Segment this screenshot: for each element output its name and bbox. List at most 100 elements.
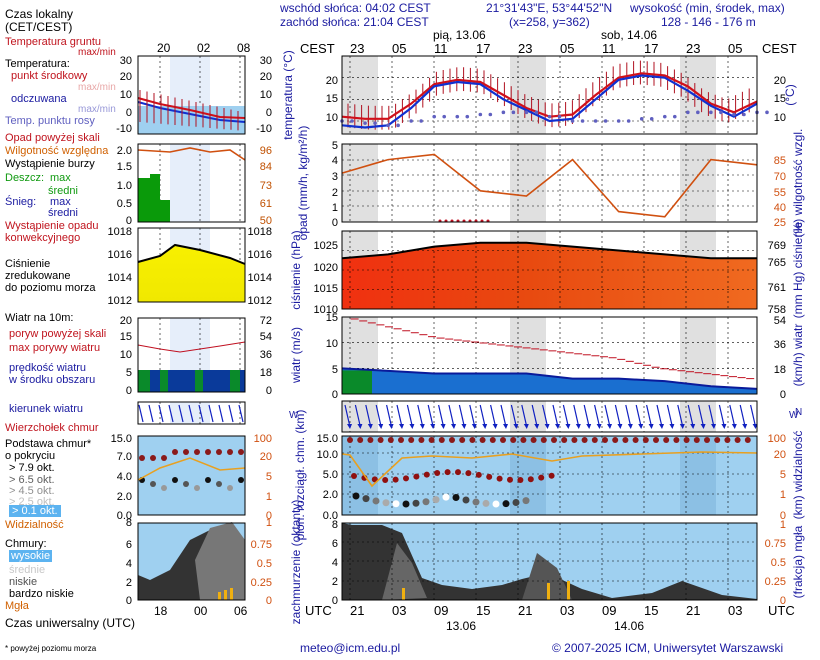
cloud-low-dot: [392, 500, 400, 508]
cloud-night-0: [342, 436, 378, 515]
wind-kmh-axis-title: (km/h) wiatr: [791, 324, 805, 387]
mini-cloud-low-dot: [183, 481, 189, 487]
vis-axis-title: (km) widzialność: [791, 431, 805, 520]
sunset-text: zachód słońca: 21:04 CEST: [280, 15, 429, 29]
cloud-top-dot: [387, 437, 394, 443]
dew-point-dot: [432, 114, 437, 119]
wind-right-tick: 18: [774, 364, 786, 376]
mini-humid-tick: 96: [260, 145, 272, 157]
night-band-precip-0: [342, 144, 378, 222]
storm-label: Wystąpienie burzy: [5, 158, 95, 170]
cloud-top-dot: [744, 437, 751, 443]
wind-arrow: [698, 404, 705, 428]
wind-arrow: [708, 404, 715, 428]
wind-arrow: [656, 404, 663, 428]
rain-mid-label: średni: [48, 185, 78, 197]
press-right-tick: 758: [768, 304, 786, 316]
wind-arrow-head: [399, 424, 404, 429]
cloud-right-tick: 5: [780, 469, 786, 481]
mini-cloud-top-dot: [172, 449, 178, 455]
wind-arrow: [562, 404, 569, 428]
cet-label: (CET/CEST): [5, 20, 73, 34]
wind-green-block: [342, 370, 372, 394]
cloud-low-dot: [462, 496, 470, 504]
mini-cloud-low-dot: [227, 485, 233, 491]
mini-cover-r-tick: 1: [266, 517, 272, 529]
cloud-top-dot: [530, 437, 537, 443]
dew-point-dot: [350, 119, 354, 123]
wind-arrow-head: [565, 424, 571, 429]
mini-press-tick: 1014: [108, 272, 132, 284]
mini-wind-tick: 10: [120, 349, 132, 361]
wind-arrow: [750, 404, 757, 428]
mini-border-wind: [137, 317, 246, 393]
dew-point-dot: [465, 114, 470, 119]
humidity-label: Wilgotność względna: [5, 145, 109, 157]
mini-fog-bar-1: [224, 590, 227, 600]
cover-right-tick: 0: [780, 595, 786, 607]
contact-email[interactable]: meteo@icm.edu.pl: [300, 641, 401, 655]
wind-arrow: [375, 404, 382, 428]
cloud-top-dot: [367, 437, 374, 443]
dew-point-dot: [626, 119, 631, 123]
wind-arrow-head: [378, 424, 384, 429]
panel-border-wind: [341, 316, 758, 395]
wind-arrow: [417, 404, 424, 428]
dew-point-dot: [442, 114, 447, 119]
wind-arrow: [666, 404, 673, 428]
top-hour-tick: 23: [686, 41, 700, 56]
panel-border-dir: [341, 400, 758, 433]
cloud-top-dot: [428, 437, 435, 443]
mini-wind-r-tick: 0: [266, 385, 272, 397]
pressure-line: [341, 241, 757, 260]
mini-wind-arrow: [228, 404, 234, 423]
wind-arrow-head: [586, 424, 592, 429]
mid-cloud-area: [382, 543, 427, 600]
precip-right-tick: 40: [774, 202, 786, 214]
precip-axis-title: opad (mm/h, kg/m²/h): [296, 126, 310, 241]
mini-pressure-area: [138, 245, 245, 302]
wind-right-tick: 0: [780, 389, 786, 401]
cloud-right-tick: 0: [780, 510, 786, 522]
cover-axis-title: zachmurzenie (oktanty): [289, 500, 303, 625]
top-hour-tick: 05: [560, 41, 574, 56]
cloud-base-dot: [423, 471, 430, 478]
dew-point-dot: [409, 119, 413, 123]
dew-point-dot: [524, 110, 529, 115]
mini-cloud-low-dot: [238, 477, 244, 483]
night-band-dir-1: [510, 401, 546, 432]
cloud-top-dot: [408, 437, 415, 443]
cloud-top-dot: [551, 437, 557, 443]
utc-right-label: UTC: [768, 603, 795, 618]
midpoint-label: punkt środkowy: [11, 70, 88, 82]
cloud-top-dot: [398, 437, 404, 443]
dew-point-dot: [593, 119, 598, 123]
wind-arrow: [427, 404, 434, 428]
precip-left-tick: 0: [332, 217, 338, 229]
dew-point-dot: [686, 110, 690, 115]
cloud-top-dot: [357, 437, 364, 443]
cloud-top-dot: [469, 437, 476, 443]
bottom-hour-tick: 03: [728, 603, 742, 618]
wind-arrow-head: [357, 424, 363, 429]
dew-point-dot: [732, 112, 736, 117]
wind-arrow-head: [388, 424, 394, 429]
cloud-top-dot: [683, 437, 690, 443]
mini-cloud-r-tick: 1: [266, 491, 272, 503]
wind-arrow: [344, 404, 351, 428]
mini-wind-arrow: [158, 404, 164, 423]
temp-left-tick: 10: [326, 112, 338, 124]
wind-dir-west-left: W: [289, 410, 299, 421]
mini-wind-r-tick: 72: [260, 315, 272, 327]
cloud-top-dot: [438, 437, 445, 443]
cloud-top-dot: [571, 437, 578, 443]
mini-cover-r-tick: 0.25: [251, 577, 272, 589]
cloud-low-dot: [412, 499, 420, 507]
dew-point-dot: [373, 121, 377, 125]
dew-point-label: Temp. punktu rosy: [5, 115, 95, 127]
mini-cover-r-tick: 0.5: [257, 558, 272, 570]
mini-cover-tick: 4: [126, 558, 132, 570]
wind-arrow-head: [482, 424, 488, 429]
cloud-left-tick: 0.0: [323, 510, 338, 522]
cloud-base-label-1: Podstawa chmur*: [5, 438, 92, 450]
